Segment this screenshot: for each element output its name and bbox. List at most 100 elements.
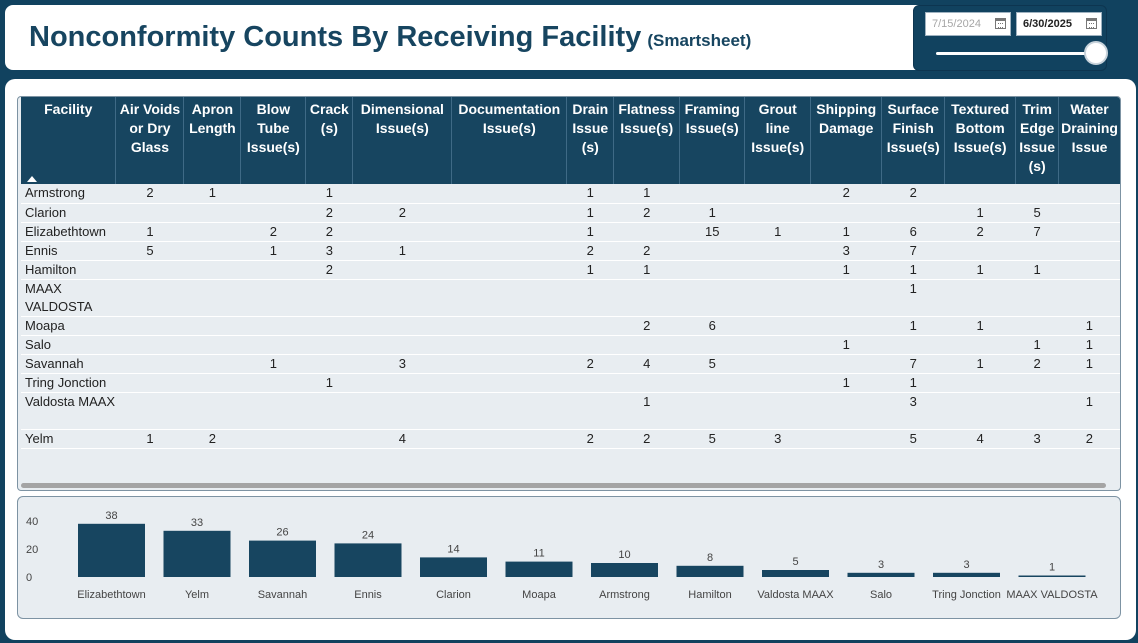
table-row[interactable]: Tring Jonction 1 1 1	[21, 373, 1120, 393]
count-cell	[183, 241, 241, 261]
count-cell: 3	[352, 354, 452, 374]
table-row[interactable]: Elizabethtown 1 2 2 1 15 1 1 6 2 7	[21, 222, 1120, 242]
count-cell	[1015, 241, 1059, 261]
column-header-facility[interactable]: Facility	[21, 97, 117, 184]
bar[interactable]	[933, 572, 1000, 577]
table-row[interactable]: Yelm 1 2 4 2 2 5 3 5 4 3 2	[21, 429, 1120, 449]
bar[interactable]	[334, 543, 402, 577]
column-header[interactable]: Documentation Issue(s)	[451, 97, 568, 184]
calendar-icon[interactable]	[995, 18, 1006, 29]
table-row[interactable]: Salo 1 1 1	[21, 335, 1120, 355]
facility-cell: Valdosta MAAX	[21, 392, 116, 430]
bar[interactable]	[847, 572, 915, 577]
count-cell	[566, 335, 614, 355]
count-cell: 2	[305, 203, 353, 223]
x-tick-label: Salo	[870, 589, 892, 601]
count-cell	[810, 392, 882, 430]
end-date-input[interactable]: 6/30/2025	[1016, 12, 1102, 36]
sort-ascending-icon[interactable]	[27, 176, 37, 182]
count-cell	[183, 203, 241, 223]
count-cell	[240, 316, 306, 336]
count-cell	[944, 241, 1016, 261]
bar[interactable]	[249, 540, 316, 577]
count-cell	[881, 203, 945, 223]
count-cell	[115, 354, 184, 374]
column-header[interactable]: Flatness Issue(s)	[613, 97, 681, 184]
table-row[interactable]: Clarion 2 2 1 2 1 1 5	[21, 203, 1120, 223]
count-cell	[451, 354, 567, 374]
count-cell	[305, 335, 353, 355]
start-date-value: 7/15/2024	[932, 18, 981, 30]
count-cell	[1015, 184, 1059, 204]
column-header[interactable]: Drain Issue (s)	[566, 97, 615, 184]
bar[interactable]	[676, 565, 744, 577]
count-cell: 1	[810, 222, 882, 242]
count-cell: 1	[810, 260, 882, 280]
column-header[interactable]: Apron Length	[183, 97, 242, 184]
count-cell: 1	[566, 184, 614, 204]
bar[interactable]	[78, 523, 145, 577]
date-slider-track[interactable]	[936, 52, 1096, 55]
bar[interactable]	[1018, 575, 1086, 578]
count-cell: 1	[679, 203, 745, 223]
table-row[interactable]: Savannah 1 3 2 4 5 7 1 2 1	[21, 354, 1120, 374]
count-cell	[613, 222, 680, 242]
table-row[interactable]: Hamilton 2 1 1 1 1 1 1	[21, 260, 1120, 280]
count-cell: 1	[305, 373, 353, 393]
count-cell: 1	[1058, 392, 1120, 430]
bar[interactable]	[591, 563, 658, 577]
count-cell	[944, 335, 1016, 355]
count-cell	[183, 392, 241, 430]
table-row[interactable]: Armstrong 2 1 1 1 1 2 2	[21, 184, 1120, 204]
count-cell: 2	[566, 354, 614, 374]
count-cell	[613, 279, 680, 317]
column-header[interactable]: Dimensional Issue(s)	[352, 97, 453, 184]
column-header[interactable]: Surface Finish Issue(s)	[881, 97, 946, 184]
date-slider-handle[interactable]	[1084, 41, 1108, 65]
start-date-input[interactable]: 7/15/2024	[925, 12, 1011, 36]
horizontal-scrollbar[interactable]	[21, 483, 1106, 488]
column-header[interactable]: Shipping Damage	[810, 97, 883, 184]
end-date-value: 6/30/2025	[1023, 18, 1072, 30]
count-cell	[679, 279, 745, 317]
bar[interactable]	[505, 561, 573, 577]
count-cell	[1058, 260, 1120, 280]
table-row[interactable]: Valdosta MAAX 1 3 1	[21, 392, 1120, 430]
count-cell	[1058, 373, 1120, 393]
bar[interactable]	[163, 530, 231, 577]
count-cell: 1	[566, 203, 614, 223]
count-cell: 3	[881, 392, 945, 430]
count-cell	[744, 354, 811, 374]
column-header[interactable]: Crack (s)	[305, 97, 354, 184]
count-cell: 1	[881, 316, 945, 336]
x-tick-label: Clarion	[436, 589, 471, 601]
column-header[interactable]: Air Voids or Dry Glass	[115, 97, 185, 184]
count-cell: 3	[305, 241, 353, 261]
column-header[interactable]: Trim Edge Issue (s)	[1015, 97, 1060, 184]
column-header[interactable]: Water Draining Issue	[1058, 97, 1120, 184]
count-cell: 1	[183, 184, 241, 204]
count-cell: 2	[566, 429, 614, 449]
count-cell	[613, 335, 680, 355]
bar[interactable]	[762, 570, 829, 577]
count-cell: 2	[183, 429, 241, 449]
count-cell	[744, 203, 811, 223]
table-row[interactable]: Ennis 5 1 3 1 2 2 3 7	[21, 241, 1120, 261]
column-header[interactable]: Textured Bottom Issue(s)	[944, 97, 1017, 184]
table-row[interactable]: Moapa 2 6 1 1 1	[21, 316, 1120, 336]
column-header[interactable]: Grout line Issue(s)	[744, 97, 812, 184]
data-label: 3	[878, 559, 884, 571]
bar[interactable]	[420, 557, 487, 577]
table-row[interactable]: MAAX VALDOSTA 1	[21, 279, 1120, 317]
count-cell	[115, 373, 184, 393]
count-cell: 1	[881, 260, 945, 280]
column-header[interactable]: Blow Tube Issue(s)	[240, 97, 307, 184]
count-cell	[352, 279, 452, 317]
count-cell	[352, 260, 452, 280]
count-cell: 7	[881, 354, 945, 374]
count-cell	[944, 184, 1016, 204]
count-cell: 3	[744, 429, 811, 449]
column-header[interactable]: Framing Issue(s)	[679, 97, 746, 184]
calendar-icon[interactable]	[1086, 18, 1097, 29]
count-cell: 6	[679, 316, 745, 336]
